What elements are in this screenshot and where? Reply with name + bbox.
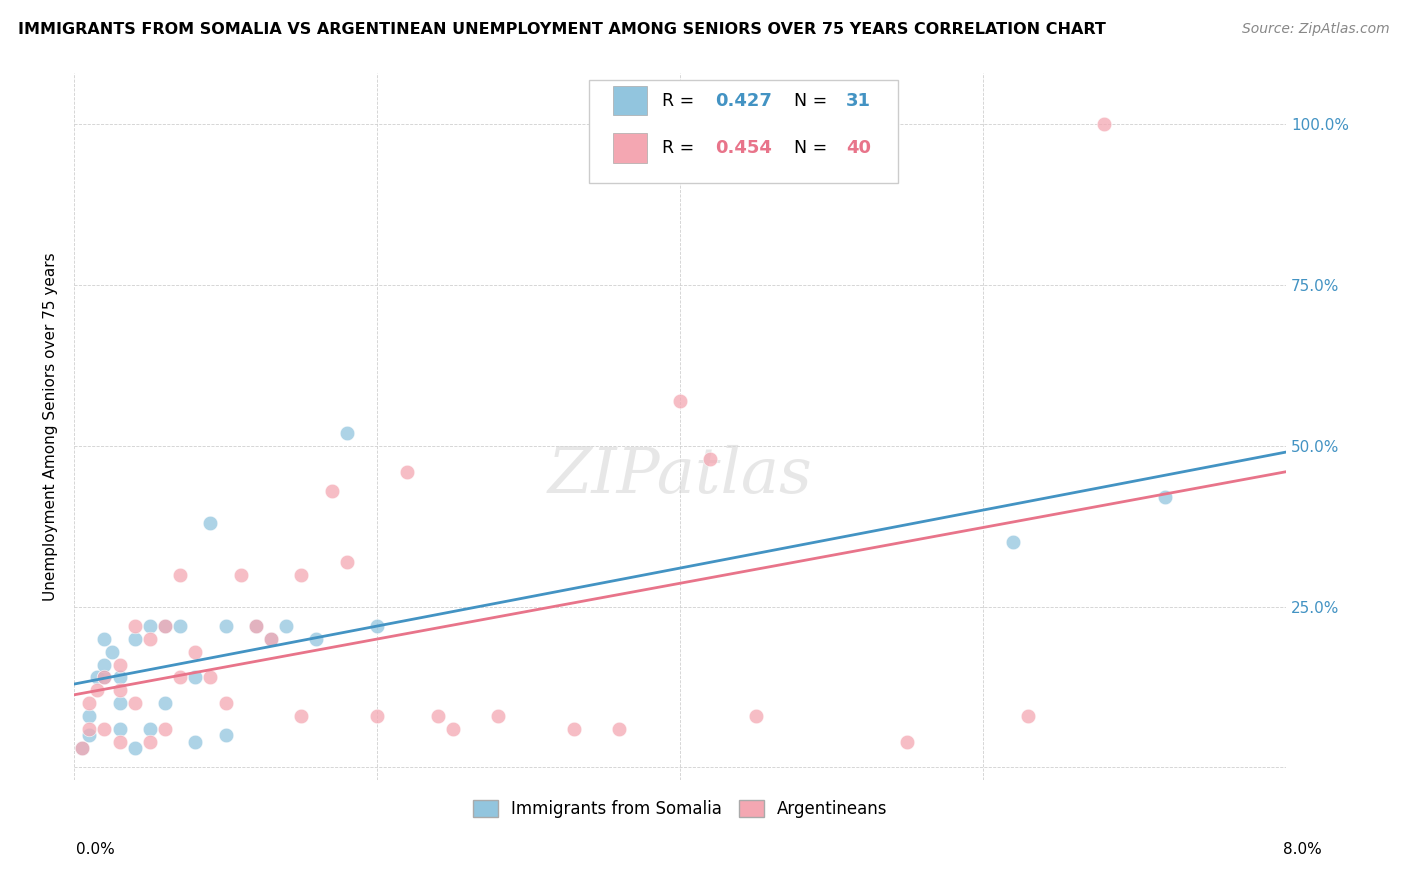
Point — [153, 619, 176, 633]
Point — [153, 696, 176, 710]
Point — [108, 735, 131, 749]
Text: N =: N = — [783, 139, 832, 157]
Point — [214, 619, 236, 633]
Point — [290, 567, 312, 582]
Point — [896, 735, 918, 749]
Point — [153, 619, 176, 633]
Point — [86, 683, 108, 698]
Text: 0.0%: 0.0% — [76, 842, 115, 856]
Point — [184, 670, 207, 684]
Y-axis label: Unemployment Among Seniors over 75 years: Unemployment Among Seniors over 75 years — [44, 252, 58, 601]
Point — [139, 632, 162, 646]
Point — [124, 741, 146, 756]
FancyBboxPatch shape — [613, 86, 647, 115]
Point — [108, 683, 131, 698]
Point — [260, 632, 283, 646]
Point — [108, 722, 131, 736]
Point — [169, 619, 191, 633]
Point — [336, 555, 359, 569]
Point — [93, 722, 115, 736]
Point — [169, 567, 191, 582]
Point — [745, 709, 768, 723]
Point — [426, 709, 449, 723]
Point — [229, 567, 252, 582]
Point — [124, 632, 146, 646]
Point — [609, 722, 631, 736]
Point — [200, 516, 222, 530]
Point — [1002, 535, 1025, 549]
Point — [101, 645, 124, 659]
Point — [108, 657, 131, 672]
Point — [184, 735, 207, 749]
Point — [699, 451, 721, 466]
Point — [200, 670, 222, 684]
Text: Source: ZipAtlas.com: Source: ZipAtlas.com — [1241, 22, 1389, 37]
Point — [1017, 709, 1039, 723]
Point — [321, 483, 343, 498]
Point — [276, 619, 298, 633]
Text: N =: N = — [783, 92, 832, 110]
Point — [260, 632, 283, 646]
Text: 8.0%: 8.0% — [1282, 842, 1322, 856]
Point — [336, 426, 359, 441]
Point — [669, 393, 692, 408]
Text: R =: R = — [662, 92, 700, 110]
Point — [214, 728, 236, 742]
Text: 0.454: 0.454 — [716, 139, 772, 157]
Point — [396, 465, 419, 479]
Point — [153, 722, 176, 736]
Point — [77, 696, 100, 710]
Point — [214, 696, 236, 710]
Point — [169, 670, 191, 684]
Point — [93, 670, 115, 684]
Point — [77, 722, 100, 736]
Legend: Immigrants from Somalia, Argentineans: Immigrants from Somalia, Argentineans — [465, 794, 894, 825]
Point — [70, 741, 93, 756]
Point — [441, 722, 464, 736]
Point — [184, 645, 207, 659]
Point — [108, 670, 131, 684]
Point — [93, 632, 115, 646]
Point — [139, 735, 162, 749]
Text: 31: 31 — [846, 92, 872, 110]
Text: ZIPatlas: ZIPatlas — [548, 445, 813, 507]
Point — [562, 722, 585, 736]
Point — [77, 728, 100, 742]
Point — [124, 696, 146, 710]
Point — [366, 709, 388, 723]
Point — [305, 632, 328, 646]
Point — [245, 619, 267, 633]
Point — [70, 741, 93, 756]
Point — [366, 619, 388, 633]
Point — [93, 657, 115, 672]
Point — [486, 709, 509, 723]
FancyBboxPatch shape — [613, 133, 647, 163]
Text: R =: R = — [662, 139, 700, 157]
Point — [124, 619, 146, 633]
Point — [77, 709, 100, 723]
Point — [290, 709, 312, 723]
Point — [1153, 491, 1175, 505]
Point — [93, 670, 115, 684]
FancyBboxPatch shape — [589, 80, 898, 183]
Text: IMMIGRANTS FROM SOMALIA VS ARGENTINEAN UNEMPLOYMENT AMONG SENIORS OVER 75 YEARS : IMMIGRANTS FROM SOMALIA VS ARGENTINEAN U… — [18, 22, 1107, 37]
Point — [139, 722, 162, 736]
Text: 40: 40 — [846, 139, 872, 157]
Point — [1092, 117, 1115, 131]
Text: 0.427: 0.427 — [716, 92, 772, 110]
Point — [86, 670, 108, 684]
Point — [139, 619, 162, 633]
Point — [245, 619, 267, 633]
Point — [108, 696, 131, 710]
